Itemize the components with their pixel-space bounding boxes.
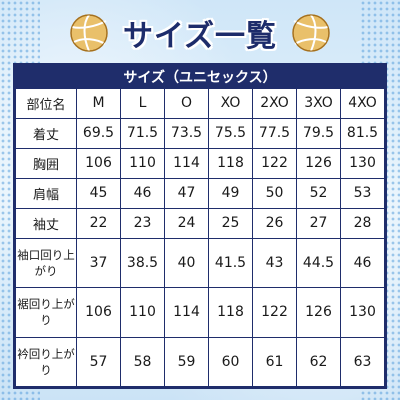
- value-cell: 114: [164, 287, 209, 338]
- value-cell: 79.5: [296, 117, 341, 149]
- size-header-cell: 3XO: [296, 88, 341, 119]
- value-cell: 69.5: [76, 117, 121, 149]
- value-cell: 61: [252, 336, 297, 387]
- row-label: 衿回り上がり: [15, 336, 77, 387]
- value-cell: 43: [252, 237, 297, 289]
- value-cell: 118: [208, 287, 253, 338]
- value-cell: 44.5: [296, 237, 341, 289]
- table-row: 裾回り上がり 106 110 114 118 122 126 130: [15, 287, 385, 338]
- value-cell: 47: [164, 177, 209, 209]
- table-header-row: 部位名 M L O XO 2XO 3XO 4XO: [15, 88, 385, 119]
- table-row: 肩幅 45 46 47 49 50 52 53: [15, 177, 385, 209]
- value-cell: 110: [120, 147, 165, 179]
- value-cell: 130: [340, 147, 385, 179]
- header-label: 部位名: [15, 88, 77, 119]
- table-caption: サイズ（ユニセックス）: [15, 65, 385, 89]
- value-cell: 46: [340, 237, 385, 289]
- value-cell: 75.5: [208, 117, 253, 149]
- value-cell: 114: [164, 147, 209, 179]
- value-cell: 24: [164, 207, 209, 239]
- value-cell: 73.5: [164, 117, 209, 149]
- value-cell: 126: [296, 147, 341, 179]
- value-cell: 81.5: [340, 117, 385, 149]
- value-cell: 28: [340, 207, 385, 239]
- value-cell: 22: [76, 207, 121, 239]
- value-cell: 58: [120, 336, 165, 387]
- table-row: 袖丈 22 23 24 25 26 27 28: [15, 207, 385, 239]
- table-row: 着丈 69.5 71.5 73.5 75.5 77.5 79.5 81.5: [15, 117, 385, 149]
- size-header-cell: 2XO: [252, 88, 297, 119]
- row-label: 袖丈: [15, 207, 77, 239]
- value-cell: 77.5: [252, 117, 297, 149]
- value-cell: 59: [164, 336, 209, 387]
- value-cell: 27: [296, 207, 341, 239]
- value-cell: 57: [76, 336, 121, 387]
- value-cell: 38.5: [120, 237, 165, 289]
- value-cell: 37: [76, 237, 121, 289]
- value-cell: 122: [252, 147, 297, 179]
- row-label: 裾回り上がり: [15, 287, 77, 338]
- value-cell: 25: [208, 207, 253, 239]
- table-caption-row: サイズ（ユニセックス）: [15, 65, 385, 89]
- value-cell: 52: [296, 177, 341, 209]
- value-cell: 130: [340, 287, 385, 338]
- value-cell: 71.5: [120, 117, 165, 149]
- value-cell: 110: [120, 287, 165, 338]
- value-cell: 41.5: [208, 237, 253, 289]
- volleyball-icon: [292, 14, 330, 52]
- value-cell: 63: [340, 336, 385, 387]
- size-header-cell: L: [120, 88, 165, 119]
- value-cell: 118: [208, 147, 253, 179]
- table-row: 袖口回り上がり 37 38.5 40 41.5 43 44.5 46: [15, 237, 385, 289]
- table-row: 衿回り上がり 57 58 59 60 61 62 63: [15, 336, 385, 387]
- value-cell: 62: [296, 336, 341, 387]
- value-cell: 122: [252, 287, 297, 338]
- value-cell: 49: [208, 177, 253, 209]
- row-label: 肩幅: [15, 177, 77, 209]
- size-header-cell: XO: [208, 88, 253, 119]
- value-cell: 45: [76, 177, 121, 209]
- size-table-container: サイズ（ユニセックス） 部位名 M L O XO 2XO 3XO 4XO 着丈 69.5 71.…: [13, 63, 387, 389]
- table-row: 胸囲 106 110 114 118 122 126 130: [15, 147, 385, 179]
- value-cell: 26: [252, 207, 297, 239]
- volleyball-icon: [70, 14, 108, 52]
- value-cell: 106: [76, 287, 121, 338]
- header: サイズ一覧: [0, 10, 400, 56]
- value-cell: 53: [340, 177, 385, 209]
- value-cell: 46: [120, 177, 165, 209]
- value-cell: 40: [164, 237, 209, 289]
- row-label: 着丈: [15, 117, 77, 149]
- size-header-cell: 4XO: [340, 88, 385, 119]
- value-cell: 50: [252, 177, 297, 209]
- value-cell: 106: [76, 147, 121, 179]
- size-table: サイズ（ユニセックス） 部位名 M L O XO 2XO 3XO 4XO 着丈 69.5 71.…: [15, 65, 385, 387]
- row-label: 胸囲: [15, 147, 77, 179]
- size-header-cell: O: [164, 88, 209, 119]
- value-cell: 23: [120, 207, 165, 239]
- size-header-cell: M: [76, 88, 121, 119]
- page-title: サイズ一覧: [122, 19, 278, 54]
- value-cell: 126: [296, 287, 341, 338]
- row-label: 袖口回り上がり: [15, 237, 77, 289]
- value-cell: 60: [208, 336, 253, 387]
